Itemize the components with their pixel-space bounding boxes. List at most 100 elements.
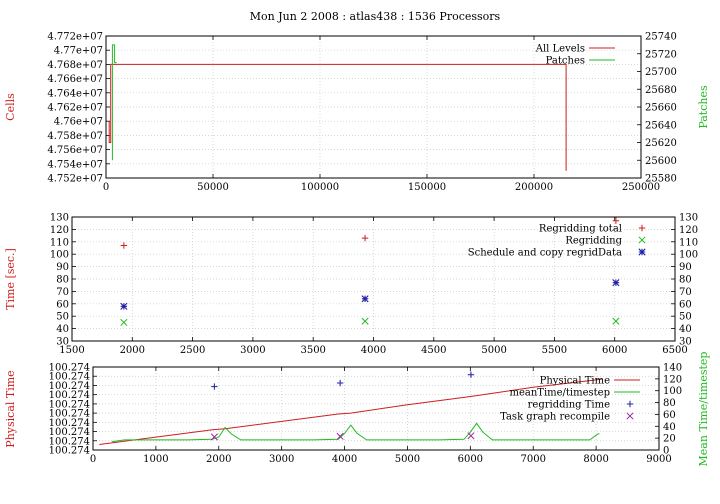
y2-tick-label: 25720 [645, 49, 677, 60]
y2-tick-label: 40 [663, 422, 676, 433]
y2-tick-label: 60 [663, 410, 676, 421]
y-tick-label: 4.77e+07 [54, 46, 103, 57]
legend-marker-task-graph-recompile [626, 412, 634, 420]
plot-frame [92, 366, 660, 451]
y-tick-label: 4.768e+07 [47, 60, 103, 71]
legend-label-patches: Patches [546, 56, 585, 67]
y2-tick-label: 20 [663, 434, 676, 445]
x-tick-label: 3500 [300, 345, 325, 356]
legend-label-regridding-time: regridding Time [528, 400, 610, 411]
legend-label-physical-time: Physical Time [540, 376, 610, 387]
y2-tick-label: 90 [679, 262, 692, 273]
y2-tick-label: 40 [679, 324, 692, 335]
y2-tick-label: 25600 [645, 156, 677, 167]
x-tick-label: 50000 [197, 182, 229, 193]
y2-tick-label: 0 [663, 446, 669, 457]
y-axis-label: Cells [4, 93, 17, 121]
figure-title: Mon Jun 2 2008 : atlas438 : 1536 Process… [250, 10, 501, 23]
legend-marker-regridding-time [626, 400, 634, 408]
y-tick-label: 4.752e+07 [47, 174, 103, 185]
y2-tick-label: 25580 [645, 174, 677, 185]
legend-marker-regridding [638, 236, 646, 244]
y2-axis-label: Patches [697, 85, 710, 129]
x-tick-label: 2000 [206, 454, 231, 465]
y-tick-label: 100.274 [49, 436, 90, 447]
x-tick-label: 100000 [301, 182, 339, 193]
x-tick-label: 4000 [332, 454, 357, 465]
y-tick-label: 100.274 [49, 399, 90, 410]
y2-tick-label: 80 [663, 398, 676, 409]
y-tick-label: 100.274 [49, 390, 90, 401]
y-tick-label: 30 [56, 337, 69, 348]
panel-cells-patches: 0 50000 100000 150000 200000 250000 4.752e+07 4… [4, 32, 710, 194]
legend-marker-schedule-and-copy-regriddata [638, 248, 646, 256]
y-tick-label: 110 [50, 237, 69, 248]
regridding-total-point [612, 217, 620, 224]
schedule-and-copy-regriddata-point [361, 295, 369, 303]
x-tick-label: 5000 [395, 454, 420, 465]
x-tick-label: 3000 [269, 454, 294, 465]
plot-frame [105, 35, 642, 179]
y-tick-label: 4.772e+07 [47, 32, 103, 43]
y2-tick-label: 100 [679, 250, 698, 261]
x-tick-label: 6500 [662, 345, 687, 356]
regridding-time-point [467, 371, 475, 378]
y2-tick-label: 25680 [645, 85, 677, 96]
y-tick-label: 100.274 [49, 409, 90, 420]
y2-tick-label: 80 [679, 275, 692, 286]
x-tick-label: 6000 [458, 454, 483, 465]
y-tick-label: 100.274 [49, 446, 90, 457]
x-tick-label: 5000 [481, 345, 506, 356]
y2-tick-label: 25640 [645, 120, 677, 131]
y2-tick-label: 25700 [645, 67, 677, 78]
y-axis-label: Time [sec.] [4, 248, 17, 310]
x-tick-label: 4000 [361, 345, 386, 356]
y2-tick-label: 140 [663, 363, 682, 374]
y2-tick-label: 100 [663, 386, 682, 397]
y2-axis-label: Mean Time/timestep [697, 352, 710, 467]
y2-tick-label: 110 [679, 237, 698, 248]
y2-tick-label: 30 [679, 337, 692, 348]
all-levels-line [108, 63, 567, 171]
y2-tick-label: 70 [679, 287, 692, 298]
legend-label-all-levels: All Levels [535, 44, 585, 55]
y-tick-label: 70 [56, 287, 69, 298]
y2-tick-label: 50 [679, 312, 692, 323]
x-tick-label: 1500 [59, 345, 84, 356]
x-tick-label: 150000 [408, 182, 446, 193]
y-tick-label: 100.274 [49, 427, 90, 438]
panel-regridding-time: 1500 2000 2500 3000 3500 4000 4500 5000 5500 6000… [4, 213, 698, 357]
schedule-and-copy-regriddata-point [612, 279, 620, 287]
x-tick-label: 250000 [622, 182, 660, 193]
physical-time-line [99, 378, 603, 445]
y-tick-label: 50 [56, 312, 69, 323]
x-tick-label: 2000 [120, 345, 145, 356]
x-tick-label: 0 [90, 454, 96, 465]
y-tick-label: 130 [50, 213, 69, 224]
task-graph-recompile-point [467, 432, 475, 440]
meantime-timestep-line [111, 422, 600, 443]
y2-tick-label: 120 [663, 374, 682, 385]
y-tick-label: 4.764e+07 [47, 88, 103, 99]
x-tick-label: 8000 [583, 454, 608, 465]
x-tick-label: 3000 [240, 345, 265, 356]
x-tick-label: 200000 [515, 182, 553, 193]
regridding-time-point [336, 379, 344, 387]
legend-label-meantime-timestep: meanTime/timestep [509, 388, 610, 399]
regridding-total-point [361, 234, 369, 242]
panel-physical-time: 0 1000 2000 3000 4000 5000 6000 7000 8000 9000100… [4, 352, 710, 467]
y2-tick-label: 60 [679, 299, 692, 310]
x-tick-label: 7000 [520, 454, 545, 465]
y-tick-label: 100 [50, 250, 69, 261]
x-tick-label: 4500 [421, 345, 446, 356]
x-tick-label: 0 [103, 182, 109, 193]
regridding-time-point [211, 383, 218, 390]
y-tick-label: 60 [56, 299, 69, 310]
y-tick-label: 4.756e+07 [47, 145, 103, 156]
y2-tick-label: 25740 [645, 32, 677, 43]
x-tick-label: 5500 [542, 345, 567, 356]
y-tick-label: 4.762e+07 [47, 103, 103, 114]
legend-label-schedule-and-copy-regriddata: Schedule and copy regridData [468, 248, 622, 259]
x-tick-label: 2500 [180, 345, 205, 356]
